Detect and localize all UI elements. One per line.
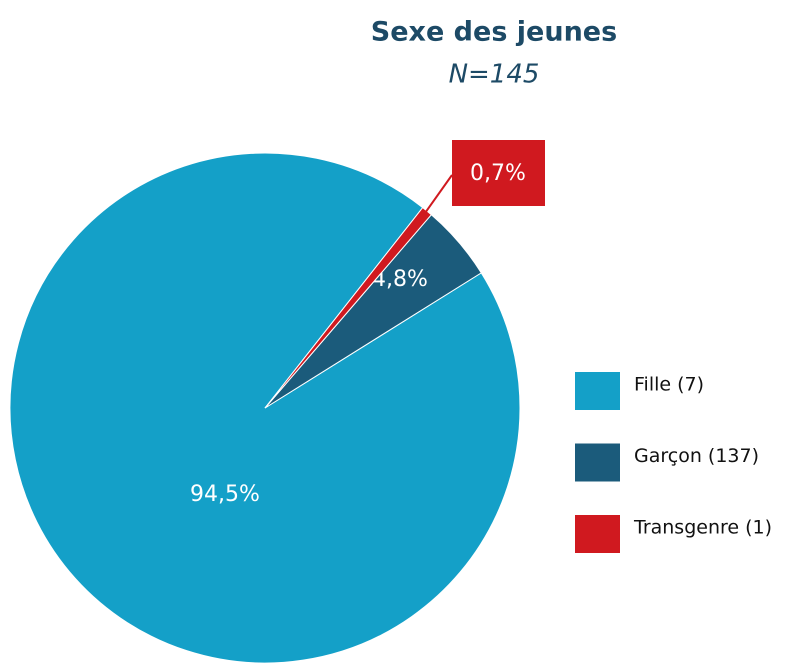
legend-swatch xyxy=(575,443,620,482)
data-label: 94,5% xyxy=(190,482,260,507)
chart-title: Sexe des jeunes xyxy=(371,17,617,48)
legend-label: Garçon (137) xyxy=(634,445,759,467)
leader-line xyxy=(421,174,453,218)
chart-subtitle: N=145 xyxy=(449,60,540,90)
legend-swatch xyxy=(575,515,620,553)
legend-label: Fille (7) xyxy=(634,374,704,396)
data-label: 0,7% xyxy=(470,161,526,186)
label-box xyxy=(452,140,545,206)
legend-label: Transgenre (1) xyxy=(633,517,772,539)
legend-swatch xyxy=(575,372,620,410)
